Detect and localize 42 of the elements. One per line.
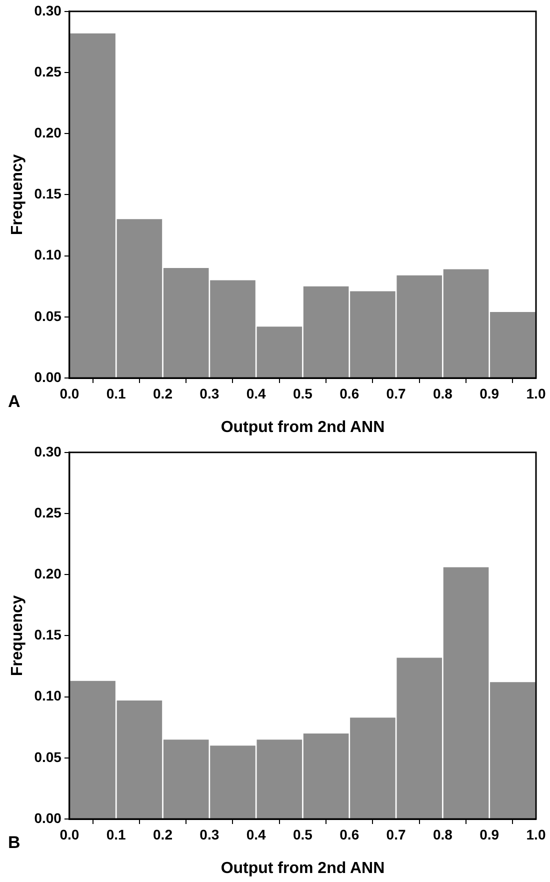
x-tick-label: 0.2 xyxy=(153,385,173,402)
x-axis-title: Output from 2nd ANN xyxy=(220,418,385,436)
x-tick-label: 0.3 xyxy=(200,385,220,402)
y-tick-label: 0.10 xyxy=(34,688,62,704)
x-tick-label: 0.8 xyxy=(432,385,453,402)
y-tick-label: 0.10 xyxy=(34,246,62,263)
x-tick-label: 0.6 xyxy=(340,826,360,842)
x-tick-label: 0.5 xyxy=(292,385,313,402)
x-tick-label: 0.1 xyxy=(106,826,126,842)
y-tick-label: 0.20 xyxy=(34,565,62,582)
y-axis-title: Frequency xyxy=(9,595,26,676)
x-tick-label: 0.5 xyxy=(292,826,313,842)
x-tick-label: 0.7 xyxy=(386,826,406,842)
y-tick-label: 0.05 xyxy=(34,308,62,324)
y-tick-label: 0.25 xyxy=(34,504,62,520)
y-tick-label: 0.00 xyxy=(34,810,62,826)
y-tick-label: 0.30 xyxy=(34,2,62,18)
x-tick-label: 0.3 xyxy=(200,826,220,842)
y-tick-label: 0.05 xyxy=(34,748,62,765)
x-tick-label: 0.7 xyxy=(386,385,406,402)
y-tick-label: 0.30 xyxy=(34,443,62,460)
y-tick-label: 0.20 xyxy=(34,124,62,140)
y-tick-label: 0.25 xyxy=(34,63,62,80)
x-tick-label: 0.4 xyxy=(246,826,266,842)
x-tick-label: 0.0 xyxy=(60,826,80,842)
y-axis-title: Frequency xyxy=(9,154,26,236)
text: A xyxy=(8,392,20,412)
text: B xyxy=(8,833,20,853)
y-tick-label: 0.15 xyxy=(34,186,62,202)
y-tick-label: 0.15 xyxy=(34,626,62,643)
x-tick-label: 0.0 xyxy=(60,385,80,402)
x-tick-label: 0.8 xyxy=(432,826,453,842)
y-tick-label: 0.00 xyxy=(34,368,62,385)
x-tick-label: 0.6 xyxy=(340,385,360,402)
x-tick-label: 0.1 xyxy=(106,385,126,402)
x-tick-label: 0.4 xyxy=(246,385,266,402)
x-tick-label: 0.9 xyxy=(480,826,500,842)
x-tick-label: 1.0 xyxy=(526,385,546,402)
x-tick-label: 1.0 xyxy=(526,826,546,842)
x-axis-title: Output from 2nd ANN xyxy=(220,860,385,877)
x-tick-label: 0.9 xyxy=(480,385,500,402)
x-tick-label: 0.2 xyxy=(153,826,173,842)
